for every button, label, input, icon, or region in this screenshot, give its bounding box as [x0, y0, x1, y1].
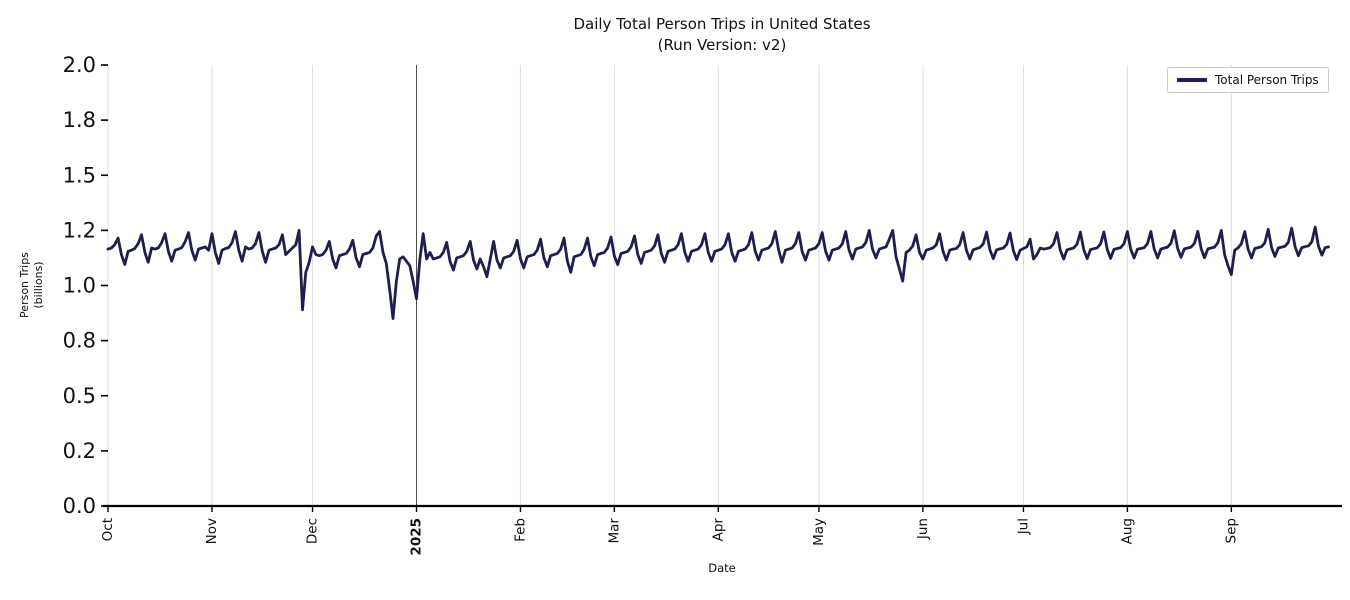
y-tick-label-0.8: 0.8 [63, 329, 96, 353]
y-tick-label-0.5: 0.5 [63, 384, 96, 408]
y-tick-label-0.2: 0.2 [63, 439, 96, 463]
x-tick-label-dec: Dec [305, 518, 321, 544]
x-tick-label-apr: Apr [710, 518, 726, 542]
x-tick-label-may: May [811, 518, 827, 546]
legend-line-swatch [1177, 78, 1207, 82]
x-tick-label-jul: Jul [1015, 518, 1031, 535]
y-tick-label-1.8: 1.8 [63, 108, 96, 132]
legend: Total Person Trips [1167, 67, 1329, 93]
series-line-total-person-trips [106, 225, 1330, 321]
y-tick-label-0.0: 0.0 [63, 494, 96, 518]
x-tick-label-aug: Aug [1119, 518, 1135, 544]
y-axis-label-line1: Person Trips [18, 252, 31, 318]
x-axis-label: Date [708, 561, 736, 575]
chart-subtitle: (Run Version: v2) [657, 36, 787, 54]
y-axis-label: Person Trips (billions) [18, 225, 46, 345]
title-block: Daily Total Person Trips in United State… [573, 14, 870, 56]
x-tick-label-feb: Feb [512, 518, 528, 542]
y-tick-label-1.5: 1.5 [63, 163, 96, 187]
y-tick-label-2.0: 2.0 [63, 53, 96, 77]
chart-title: Daily Total Person Trips in United State… [573, 15, 871, 33]
x-tick-label-oct: Oct [100, 518, 116, 541]
x-tick-label-mar: Mar [606, 518, 622, 544]
x-tick-label-2025: 2025 [409, 518, 425, 556]
x-tick-label-sep: Sep [1223, 518, 1239, 543]
x-tick-label-jun: Jun [915, 518, 931, 540]
legend-label: Total Person Trips [1215, 73, 1319, 87]
y-tick-label-1.0: 1.0 [63, 274, 96, 298]
y-axis-label-line2: (billions) [32, 261, 45, 309]
y-tick-label-1.2: 1.2 [63, 218, 96, 242]
x-tick-label-nov: Nov [204, 518, 220, 544]
